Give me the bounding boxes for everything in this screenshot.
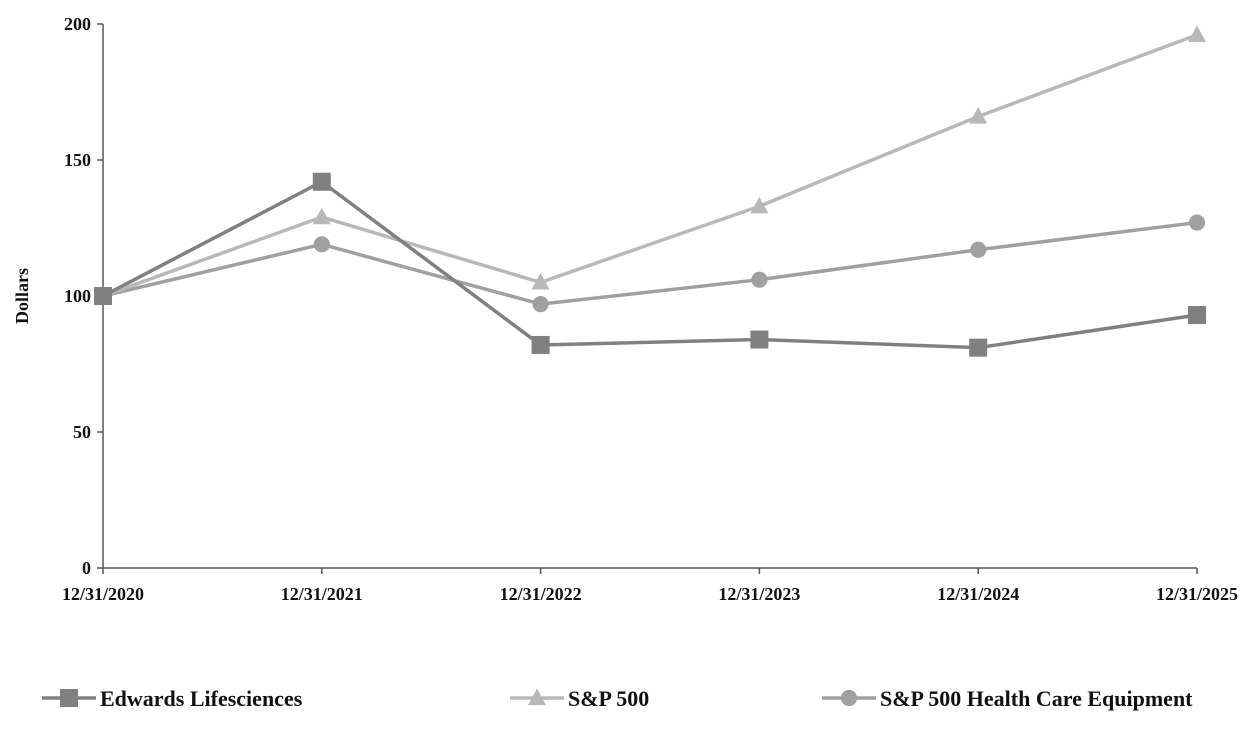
legend-item: S&P 500 bbox=[510, 686, 649, 711]
legend: Edwards Lifesciences S&P 500 S&P 500 Healt… bbox=[42, 686, 1193, 711]
y-axis-ticks: 0 50 100 150 200 bbox=[64, 14, 103, 578]
x-tick-label: 12/31/2024 bbox=[937, 584, 1019, 604]
legend-label: S&P 500 Health Care Equipment bbox=[880, 686, 1193, 711]
legend-label: Edwards Lifesciences bbox=[100, 686, 303, 711]
data-point-square bbox=[969, 338, 988, 357]
data-point-triangle bbox=[750, 196, 769, 214]
legend-label: S&P 500 bbox=[568, 686, 649, 711]
data-point-circle bbox=[532, 296, 549, 313]
series-triangle bbox=[94, 25, 1206, 304]
x-tick-label: 12/31/2020 bbox=[62, 584, 144, 604]
legend-item: S&P 500 Health Care Equipment bbox=[822, 686, 1193, 711]
series-circle bbox=[94, 214, 1206, 313]
y-axis-title: Dollars bbox=[12, 268, 32, 324]
x-tick-label: 12/31/2025 bbox=[1156, 584, 1238, 604]
series-line bbox=[102, 33, 1198, 298]
series-layer bbox=[94, 25, 1206, 357]
data-point-square bbox=[94, 287, 112, 305]
x-tick-label: 12/31/2021 bbox=[281, 584, 363, 604]
series-line bbox=[102, 220, 1198, 306]
x-axis-ticks: 12/31/2020 12/31/2021 12/31/2022 12/31/2023… bbox=[62, 568, 1238, 604]
x-tick-label: 12/31/2022 bbox=[500, 584, 582, 604]
x-tick-label: 12/31/2023 bbox=[718, 584, 800, 604]
data-point-square bbox=[60, 689, 78, 707]
y-tick-label: 150 bbox=[64, 150, 91, 170]
data-point-square bbox=[1188, 306, 1206, 325]
series-square bbox=[94, 172, 1206, 357]
data-point-triangle bbox=[969, 107, 988, 124]
data-point-circle bbox=[751, 271, 768, 288]
y-tick-label: 50 bbox=[73, 422, 91, 442]
data-point-circle bbox=[970, 241, 987, 258]
data-point-square bbox=[531, 335, 550, 354]
y-tick-label: 0 bbox=[82, 558, 91, 578]
data-point-square bbox=[750, 330, 769, 349]
data-point-triangle bbox=[531, 272, 550, 290]
data-point-square bbox=[312, 172, 331, 191]
legend-item: Edwards Lifesciences bbox=[42, 686, 303, 711]
data-point-triangle bbox=[1188, 25, 1206, 42]
y-tick-label: 100 bbox=[64, 286, 91, 306]
data-point-circle bbox=[1188, 214, 1206, 231]
series-line bbox=[102, 179, 1198, 350]
data-point-circle bbox=[313, 236, 330, 253]
data-point-triangle bbox=[528, 688, 546, 706]
y-tick-label: 200 bbox=[64, 14, 91, 34]
data-point-triangle bbox=[312, 207, 331, 225]
data-point-circle bbox=[840, 689, 858, 707]
chart-axes bbox=[102, 24, 1197, 569]
